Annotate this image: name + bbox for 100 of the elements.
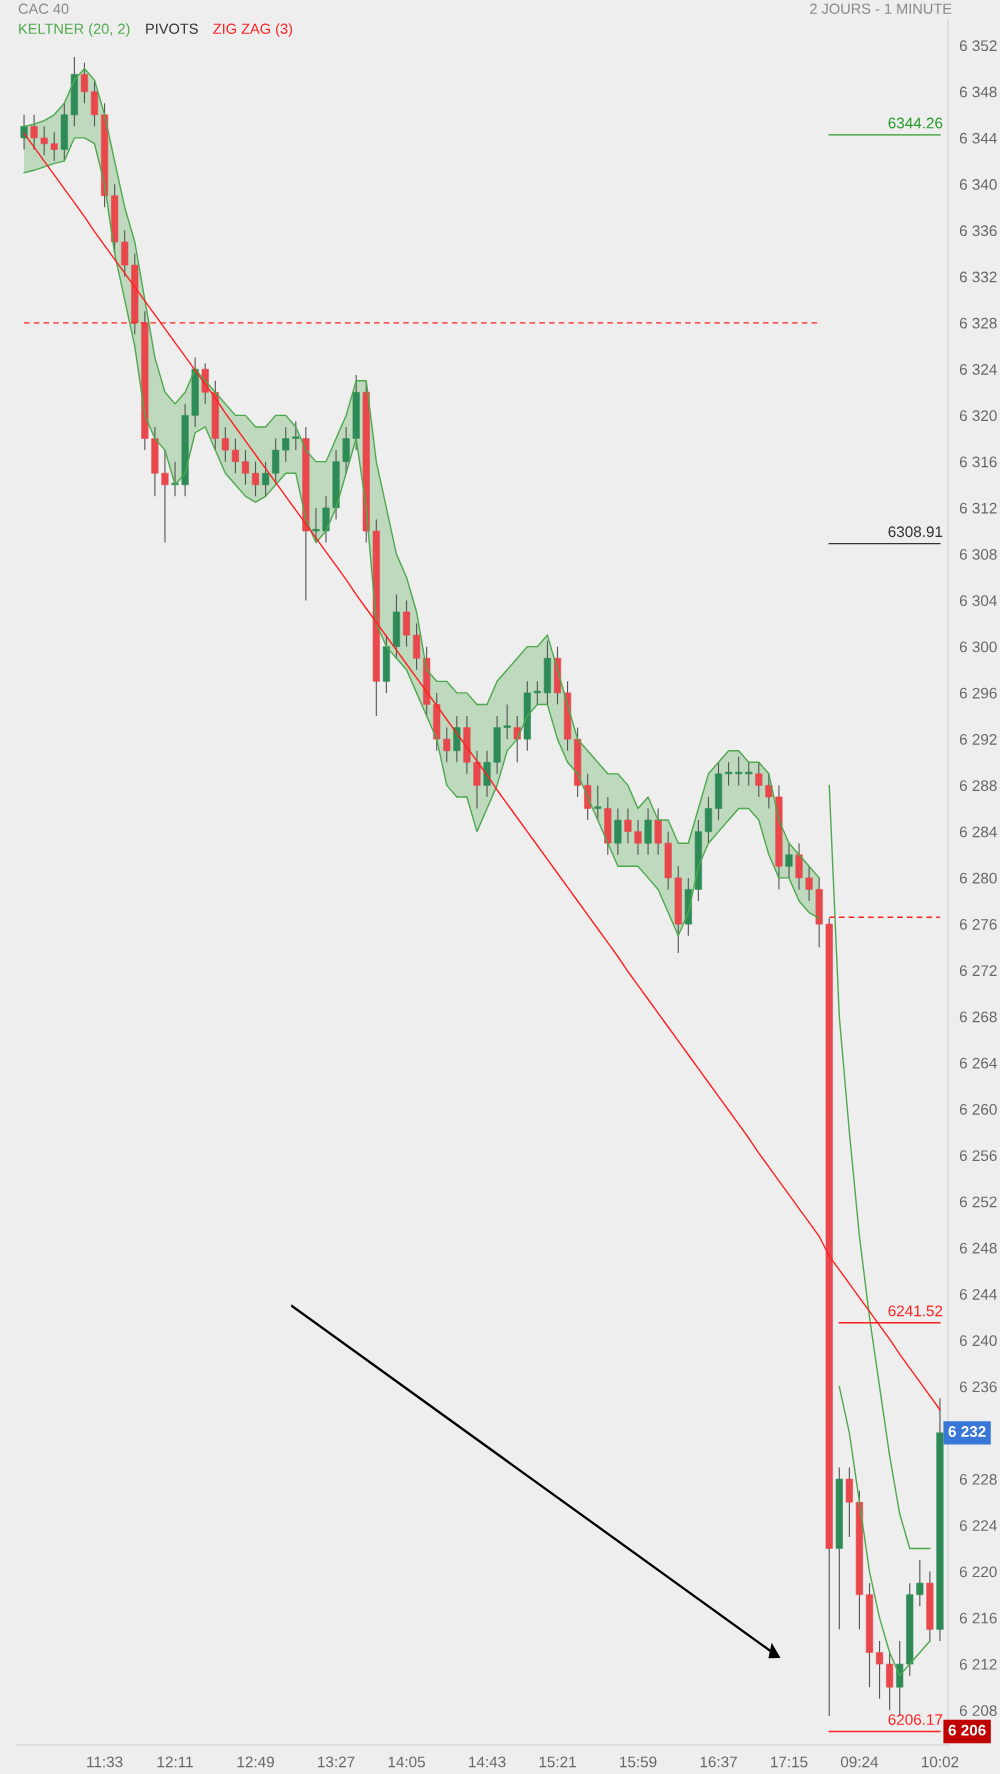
y-tick-label: 6 304 xyxy=(959,595,997,607)
x-tick-label: 17:15 xyxy=(771,1756,808,1768)
candlestick xyxy=(845,1466,853,1538)
y-tick-label: 6 224 xyxy=(959,1520,997,1532)
candlestick xyxy=(916,1559,924,1607)
candlestick xyxy=(513,715,521,763)
y-tick-label: 6 288 xyxy=(959,780,997,792)
candlestick xyxy=(402,599,411,648)
y-tick-label: 6 208 xyxy=(959,1705,997,1716)
candlestick xyxy=(50,131,58,162)
candlestick xyxy=(644,807,652,856)
candlestick xyxy=(40,125,48,156)
x-tick-label: 09:24 xyxy=(840,1756,879,1768)
candlestick xyxy=(121,229,129,278)
y-tick-label: 6 244 xyxy=(959,1288,997,1300)
candlestick xyxy=(735,755,743,786)
candlestick xyxy=(886,1651,894,1711)
candlestick xyxy=(272,437,280,486)
y-tick-label: 6 248 xyxy=(959,1242,997,1254)
x-tick-label: 14:43 xyxy=(469,1756,506,1768)
candlestick xyxy=(342,426,350,474)
y-tick-label: 6 348 xyxy=(959,86,997,98)
candlestick xyxy=(503,703,511,740)
y-tick-label: 6 344 xyxy=(959,132,997,144)
y-tick-label: 6 336 xyxy=(959,225,997,237)
y-tick-label: 6 268 xyxy=(959,1011,997,1023)
candlestick xyxy=(443,727,451,763)
x-tick-label: 15:59 xyxy=(620,1756,657,1768)
y-tick-label: 6 296 xyxy=(959,687,997,699)
y-tick-label: 6 228 xyxy=(959,1473,997,1485)
y-tick-label: 6 240 xyxy=(959,1335,997,1347)
data-label: 6241.52 xyxy=(888,1305,943,1317)
y-tick-label: 6 320 xyxy=(959,410,997,422)
y-tick-label: 6 264 xyxy=(959,1057,997,1069)
x-tick-label: 11:33 xyxy=(87,1756,123,1768)
candlestick xyxy=(251,461,260,497)
chart-subtitle: 2 JOURS - 1 MINUTE xyxy=(810,3,952,14)
candlestick xyxy=(634,819,642,856)
candlestick xyxy=(30,114,38,151)
candlestick xyxy=(725,761,733,786)
candlestick xyxy=(221,426,229,463)
y-tick-label: 6 308 xyxy=(959,549,997,560)
candlestick xyxy=(704,796,713,844)
y-tick-label: 6 312 xyxy=(959,502,997,514)
candlestick xyxy=(654,807,662,856)
y-tick-label: 6 332 xyxy=(959,271,997,283)
candlestick xyxy=(765,773,773,810)
text: 6 206 xyxy=(948,1724,986,1736)
candlestick xyxy=(785,842,793,879)
y-tick-label: 6 252 xyxy=(959,1196,997,1208)
x-tick-label: 12:49 xyxy=(237,1756,274,1768)
text: ZIG ZAG (3) xyxy=(213,23,293,37)
candlestick xyxy=(795,842,803,890)
candlestick xyxy=(413,622,421,671)
data-label: 6206.17 xyxy=(888,1714,943,1725)
text: KELTNER (20, 2) xyxy=(19,23,130,37)
y-tick-label: 6 260 xyxy=(959,1103,997,1115)
candlestick xyxy=(292,420,300,451)
data-label: 6308.91 xyxy=(888,526,943,538)
candlestick xyxy=(231,437,239,474)
y-tick-label: 6 340 xyxy=(959,179,997,190)
x-tick-label: 15:21 xyxy=(539,1756,576,1768)
y-tick-label: 6 272 xyxy=(959,965,997,977)
x-tick-label: 16:37 xyxy=(700,1756,737,1768)
x-tick-label: 14:05 xyxy=(388,1756,425,1768)
y-tick-label: 6 236 xyxy=(959,1381,997,1393)
y-tick-label: 6 216 xyxy=(959,1612,997,1624)
y-tick-label: 6 256 xyxy=(959,1150,997,1162)
text: PIVOTS xyxy=(146,23,198,34)
y-tick-label: 6 276 xyxy=(959,918,997,930)
candlestick xyxy=(161,449,169,544)
chart-title: CAC 40 xyxy=(18,3,69,14)
candlestick xyxy=(282,426,290,463)
x-tick-label: 12:11 xyxy=(157,1756,193,1768)
candlestick xyxy=(624,807,632,844)
candlestick xyxy=(473,750,481,810)
candlestick xyxy=(805,865,813,902)
y-tick-label: 6 352 xyxy=(959,40,997,52)
x-tick-label: 10:02 xyxy=(922,1756,959,1768)
candlestick xyxy=(241,449,250,486)
candlestick xyxy=(876,1640,884,1700)
text: 6 232 xyxy=(948,1426,986,1437)
y-tick-label: 6 212 xyxy=(959,1658,997,1670)
data-label: 6344.26 xyxy=(888,117,943,129)
candlestick xyxy=(453,715,461,763)
x-tick-label: 13:27 xyxy=(318,1756,355,1768)
candlestick xyxy=(533,680,541,706)
y-tick-label: 6 316 xyxy=(959,456,997,468)
y-tick-label: 6 300 xyxy=(959,641,997,653)
candlestick xyxy=(322,495,330,544)
candlestick xyxy=(312,507,320,544)
candlestick xyxy=(594,784,602,821)
candlestick xyxy=(80,62,88,104)
y-tick-label: 6 292 xyxy=(959,734,997,745)
candlestick xyxy=(755,761,763,798)
line-series xyxy=(838,1385,931,1677)
y-tick-label: 6 324 xyxy=(959,364,997,375)
y-tick-label: 6 220 xyxy=(959,1566,997,1578)
y-tick-label: 6 280 xyxy=(959,872,997,884)
candlestick xyxy=(262,461,270,497)
